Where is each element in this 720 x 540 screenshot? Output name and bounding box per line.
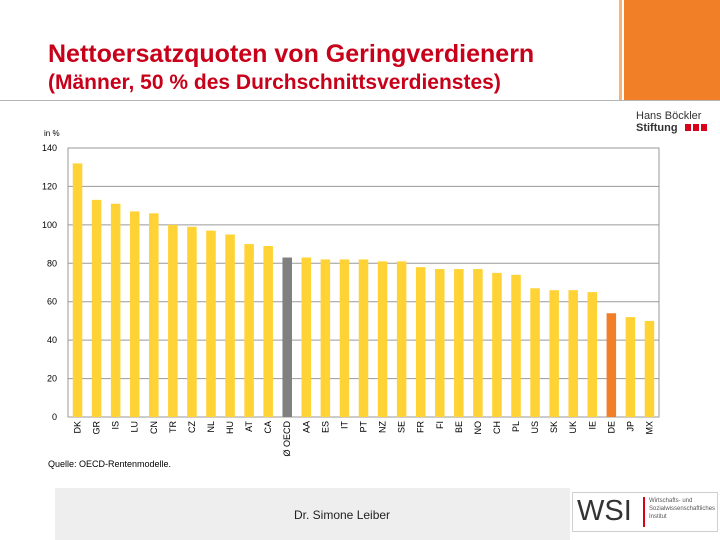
wsi-logo: WSI Wirtschafts- und Sozialwissenschaftl… (572, 492, 718, 532)
orange-accent-block (624, 0, 720, 100)
x-tick-label: SE (397, 421, 407, 433)
bar (644, 320, 655, 417)
x-tick-label: SK (549, 421, 559, 433)
bar (206, 230, 216, 417)
x-tick-label: IE (587, 421, 597, 430)
bar (454, 269, 464, 417)
source-note: Quelle: OECD-Rentenmodelle. (48, 459, 172, 469)
bar (415, 267, 426, 417)
wsi-logo-bar (643, 497, 645, 527)
y-tick-label: 140 (42, 143, 57, 153)
logo-line-2: Stiftung (636, 122, 678, 134)
wsi-letters: WSI (577, 495, 632, 527)
x-tick-label: NO (473, 421, 483, 435)
bar (396, 261, 407, 417)
wsi-description: Wirtschafts- und Sozialwissenschaftliche… (649, 497, 715, 521)
x-tick-label: AT (244, 421, 254, 432)
bar (625, 317, 636, 417)
y-tick-label: 40 (47, 335, 57, 345)
bar (358, 259, 369, 417)
bar (511, 274, 521, 417)
x-tick-label: IS (111, 421, 121, 430)
y-tick-label: 80 (47, 258, 57, 268)
bar (282, 257, 293, 417)
author-name: Dr. Simone Leiber (294, 508, 391, 522)
x-tick-label: FR (416, 421, 426, 433)
bar (434, 269, 445, 417)
bar (530, 288, 540, 417)
wsi-desc-line-1: Wirtschafts- und (649, 498, 693, 504)
bar (187, 226, 197, 417)
bar (473, 269, 483, 417)
logo-line-1: Hans Böckler (636, 110, 702, 122)
bar (263, 245, 273, 417)
x-tick-label: ES (320, 421, 330, 433)
bar (225, 234, 235, 417)
bar (149, 213, 159, 417)
page-title: Nettoersatzquoten von Geringverdienern (48, 40, 535, 68)
bar (168, 224, 178, 417)
x-tick-label: LU (130, 421, 140, 433)
y-tick-label: 60 (47, 297, 57, 307)
bar (110, 203, 121, 417)
y-tick-label: 120 (42, 181, 57, 191)
x-tick-label: DK (73, 421, 83, 434)
y-tick-label: 20 (47, 374, 57, 384)
bar (339, 259, 350, 417)
x-tick-label: CA (263, 421, 273, 434)
bar (320, 259, 331, 417)
bar (377, 261, 388, 417)
bar (72, 163, 83, 417)
y-unit-label: in % (44, 129, 60, 138)
x-tick-label: BE (454, 421, 464, 433)
footer-band (55, 488, 570, 540)
x-tick-label: US (530, 421, 540, 434)
bar (301, 257, 312, 417)
logo-mark-icon (685, 124, 709, 131)
orange-accent-edge (619, 0, 622, 100)
x-tick-label: IT (339, 420, 349, 429)
x-tick-label: CZ (187, 421, 197, 433)
x-tick-label: Ø OECD (282, 421, 292, 457)
x-tick-label: DE (606, 421, 616, 434)
bar (568, 290, 578, 417)
bar (587, 292, 598, 417)
x-tick-label: PT (359, 421, 369, 433)
x-tick-label: GR (92, 420, 102, 434)
x-tick-label: CN (149, 421, 159, 434)
x-tick-label: NL (206, 421, 216, 433)
y-tick-label: 100 (42, 220, 57, 230)
bar (549, 290, 559, 417)
bar (91, 199, 102, 417)
x-tick-label: AA (301, 421, 311, 433)
x-tick-label: FI (435, 421, 445, 429)
page-subtitle: (Männer, 50 % des Durchschnittsverdienst… (48, 71, 501, 94)
x-tick-label: PL (511, 421, 521, 432)
header-divider (0, 100, 720, 101)
hans-boeckler-logo: Hans Böckler Stiftung (636, 110, 701, 134)
bar (492, 272, 502, 417)
x-tick-label: JP (625, 421, 635, 432)
bar (244, 244, 254, 417)
wsi-desc-line-2: Sozialwissenschaftliches (649, 506, 716, 512)
x-tick-label: HU (225, 421, 235, 434)
bar (129, 211, 140, 417)
x-tick-label: MX (644, 421, 654, 435)
bar (606, 313, 617, 417)
wsi-desc-line-3: Institut (649, 514, 667, 520)
x-tick-label: CH (492, 421, 502, 434)
y-tick-label: 0 (52, 412, 57, 422)
x-tick-label: NZ (378, 421, 388, 433)
x-tick-label: TR (168, 421, 178, 433)
x-tick-label: UK (568, 421, 578, 434)
